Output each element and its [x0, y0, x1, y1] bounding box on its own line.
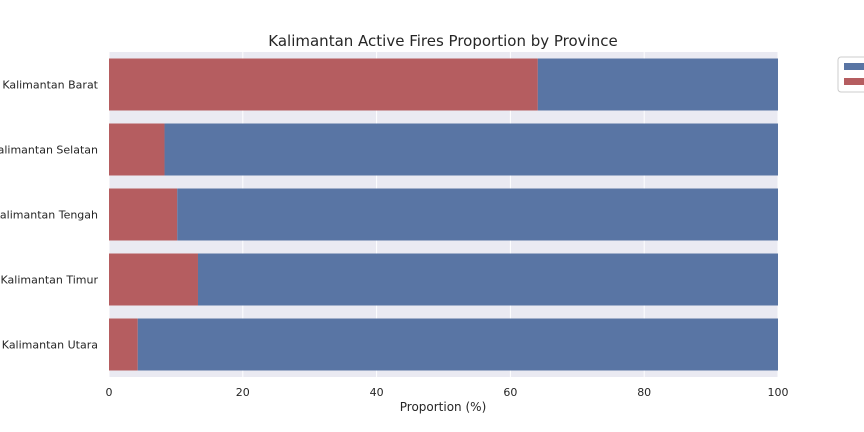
bars — [109, 58, 779, 371]
legend-swatch — [844, 78, 864, 85]
x-tick-label: 0 — [106, 386, 113, 399]
legend — [837, 56, 864, 93]
x-tick-label: 100 — [768, 386, 789, 399]
bar-segment — [177, 188, 778, 241]
y-tick-label: Kalimantan Barat — [2, 79, 98, 92]
bar-segment — [109, 123, 165, 176]
bar-segment — [537, 58, 778, 111]
bar-segment — [109, 188, 178, 241]
bar-segment — [137, 318, 779, 371]
bar-segment — [164, 123, 779, 176]
x-tick-label: 60 — [503, 386, 517, 399]
x-tick-label: 40 — [370, 386, 384, 399]
y-tick-label: Kalimantan Selatan — [0, 144, 98, 157]
bar-segment — [109, 58, 538, 111]
y-tick-label: Kalimantan Utara — [2, 339, 98, 352]
bar-segment — [109, 318, 138, 371]
x-tick-label: 80 — [637, 386, 651, 399]
x-axis-ticks: 0 20 40 60 80 100 — [106, 386, 789, 399]
legend-swatch — [844, 63, 864, 70]
y-tick-label: Kalimantan Tengah — [0, 209, 98, 222]
bar-segment — [109, 253, 198, 306]
y-axis-ticks: Kalimantan Barat Kalimantan Selatan Kalima… — [0, 79, 99, 352]
x-axis-title: Proportion (%) — [400, 400, 487, 414]
legend-swatches — [844, 63, 864, 85]
legend-box — [837, 56, 864, 93]
y-tick-label: Kalimantan Timur — [1, 274, 99, 287]
chart-title: Kalimantan Active Fires Proportion by Pr… — [268, 32, 617, 50]
x-tick-label: 20 — [236, 386, 250, 399]
bar-segment — [197, 253, 779, 306]
